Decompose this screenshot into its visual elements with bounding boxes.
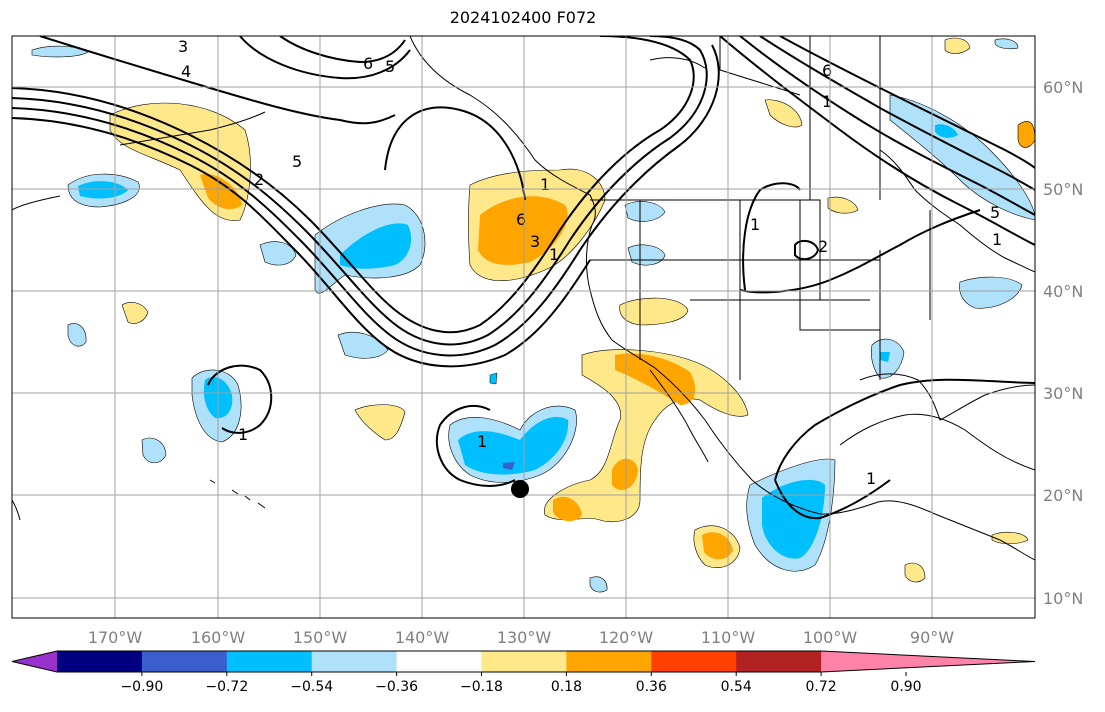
colorbar-segment <box>141 651 228 672</box>
contour-label: 1 <box>750 215 760 234</box>
lat-label: 60°N <box>1043 78 1083 97</box>
contour-label: 6 <box>363 54 373 73</box>
positive-anomaly-core <box>478 196 568 265</box>
colorbar-tick-label: −0.54 <box>290 679 333 695</box>
positive-anomaly-core <box>553 496 582 522</box>
negative-anomaly-area <box>489 372 498 385</box>
positive-anomaly-area <box>764 99 803 128</box>
contour-label: 1 <box>992 230 1002 249</box>
contour-label: 3 <box>530 232 540 251</box>
colorbar-segment <box>736 651 822 672</box>
lon-label: 130°W <box>497 628 552 647</box>
contour-label: 1 <box>822 92 832 111</box>
contour-label: 5 <box>385 57 395 76</box>
negative-anomaly-area <box>889 94 1035 221</box>
colorbar-tick-label: −0.72 <box>205 679 248 695</box>
lon-label: 120°W <box>599 628 654 647</box>
negative-anomaly-area <box>67 323 87 347</box>
colorbar-tick-label: 0.90 <box>890 679 921 695</box>
colorbar-segment <box>396 651 482 672</box>
positive-anomaly-area <box>1017 121 1035 148</box>
contour-label: 1 <box>866 469 876 488</box>
negative-anomaly-area <box>141 437 167 464</box>
lon-label: 170°W <box>88 628 143 647</box>
contour-label: 5 <box>292 152 302 171</box>
location-marker <box>511 480 529 498</box>
lat-label: 10°N <box>1043 589 1083 608</box>
positive-anomaly-area <box>944 37 971 54</box>
negative-anomaly-area <box>624 201 666 222</box>
negative-anomaly-area <box>627 244 666 266</box>
positive-anomaly-area <box>619 297 689 326</box>
height-contours <box>12 36 1035 520</box>
negative-anomaly-core <box>503 462 515 470</box>
positive-anomaly-area <box>991 531 1029 545</box>
lon-label: 160°W <box>191 628 246 647</box>
contour-label: 1 <box>477 432 487 451</box>
negative-anomaly-area <box>589 576 608 593</box>
colorbar-outline <box>11 650 1036 673</box>
positive-anomaly-area <box>121 302 149 324</box>
colorbar-tick-label: 0.18 <box>551 679 582 695</box>
contour-label: 6 <box>822 61 832 80</box>
positive-anomaly-core <box>615 353 696 405</box>
colorbar-tick-label: 0.54 <box>721 679 752 695</box>
negative-anomaly-core <box>880 352 890 362</box>
colorbar-segment <box>481 651 567 672</box>
negative-anomaly-core <box>762 479 825 559</box>
coastlines <box>12 36 1035 561</box>
lat-label: 30°N <box>1043 384 1083 403</box>
negative-anomaly-core <box>458 416 569 475</box>
lon-label: 150°W <box>293 628 348 647</box>
negative-anomaly-area <box>259 241 297 266</box>
colorbar-tick-label: 0.36 <box>636 679 667 695</box>
negative-anomaly-area <box>994 38 1019 50</box>
contour-label: 3 <box>178 37 188 56</box>
colorbar-extend-min <box>12 651 57 672</box>
contour-label: 2 <box>254 170 264 189</box>
lat-label: 20°N <box>1043 486 1083 505</box>
contour-labels: 3 4 5 6 5 2 6 3 1 1 2 1 6 5 1 1 1 1 1 <box>178 37 1002 488</box>
lat-label: 50°N <box>1043 180 1083 199</box>
contour-label: 4 <box>181 62 191 81</box>
lon-label: 100°W <box>803 628 858 647</box>
colorbar-segment <box>651 651 737 672</box>
positive-anomaly-area <box>354 404 406 441</box>
map-title: 2024102400 F072 <box>449 8 597 27</box>
contour-label: 6 <box>516 210 526 229</box>
colorbar-segment <box>311 651 398 672</box>
positive-anomaly-core <box>612 458 638 490</box>
positive-anomaly-area <box>904 562 926 583</box>
negative-anomaly-core <box>935 124 958 138</box>
lat-label: 40°N <box>1043 282 1083 301</box>
colorbar-tick-label: 0.72 <box>806 679 837 695</box>
colorbar: −0.90 −0.72 −0.54 −0.36 −0.18 0.18 0.36 0.54 0.7… <box>11 650 1036 695</box>
contour-label: 1 <box>549 245 559 264</box>
negative-anomaly-area <box>337 331 389 359</box>
longitude-labels: 170°W 160°W 150°W 140°W 130°W 120°W 110°… <box>88 628 954 647</box>
contour-label: 2 <box>818 237 828 256</box>
negative-anomaly-area <box>959 276 1023 309</box>
colorbar-segment <box>57 651 143 672</box>
positive-anomaly-core <box>200 174 242 210</box>
positive-anomaly-area <box>827 196 859 214</box>
positive-anomaly-core <box>702 532 733 560</box>
colorbar-tick-label: −0.36 <box>375 679 418 695</box>
colorbar-extend-max <box>821 651 1035 672</box>
contour-label: 1 <box>540 175 550 194</box>
lon-label: 90°W <box>910 628 954 647</box>
map-frame <box>11 35 1036 619</box>
negative-anomaly-core <box>340 223 412 269</box>
colorbar-tick-label: −0.18 <box>460 679 503 695</box>
contour-label: 1 <box>238 425 248 444</box>
colorbar-segment <box>226 651 313 672</box>
colorbar-tick-label: −0.90 <box>120 679 163 695</box>
colorbar-segment <box>566 651 652 672</box>
graticule <box>12 36 1035 618</box>
lon-label: 110°W <box>701 628 756 647</box>
contour-label: 5 <box>990 203 1000 222</box>
latitude-labels: 60°N 50°N 40°N 30°N 20°N 10°N <box>1043 78 1083 608</box>
lon-label: 140°W <box>395 628 450 647</box>
